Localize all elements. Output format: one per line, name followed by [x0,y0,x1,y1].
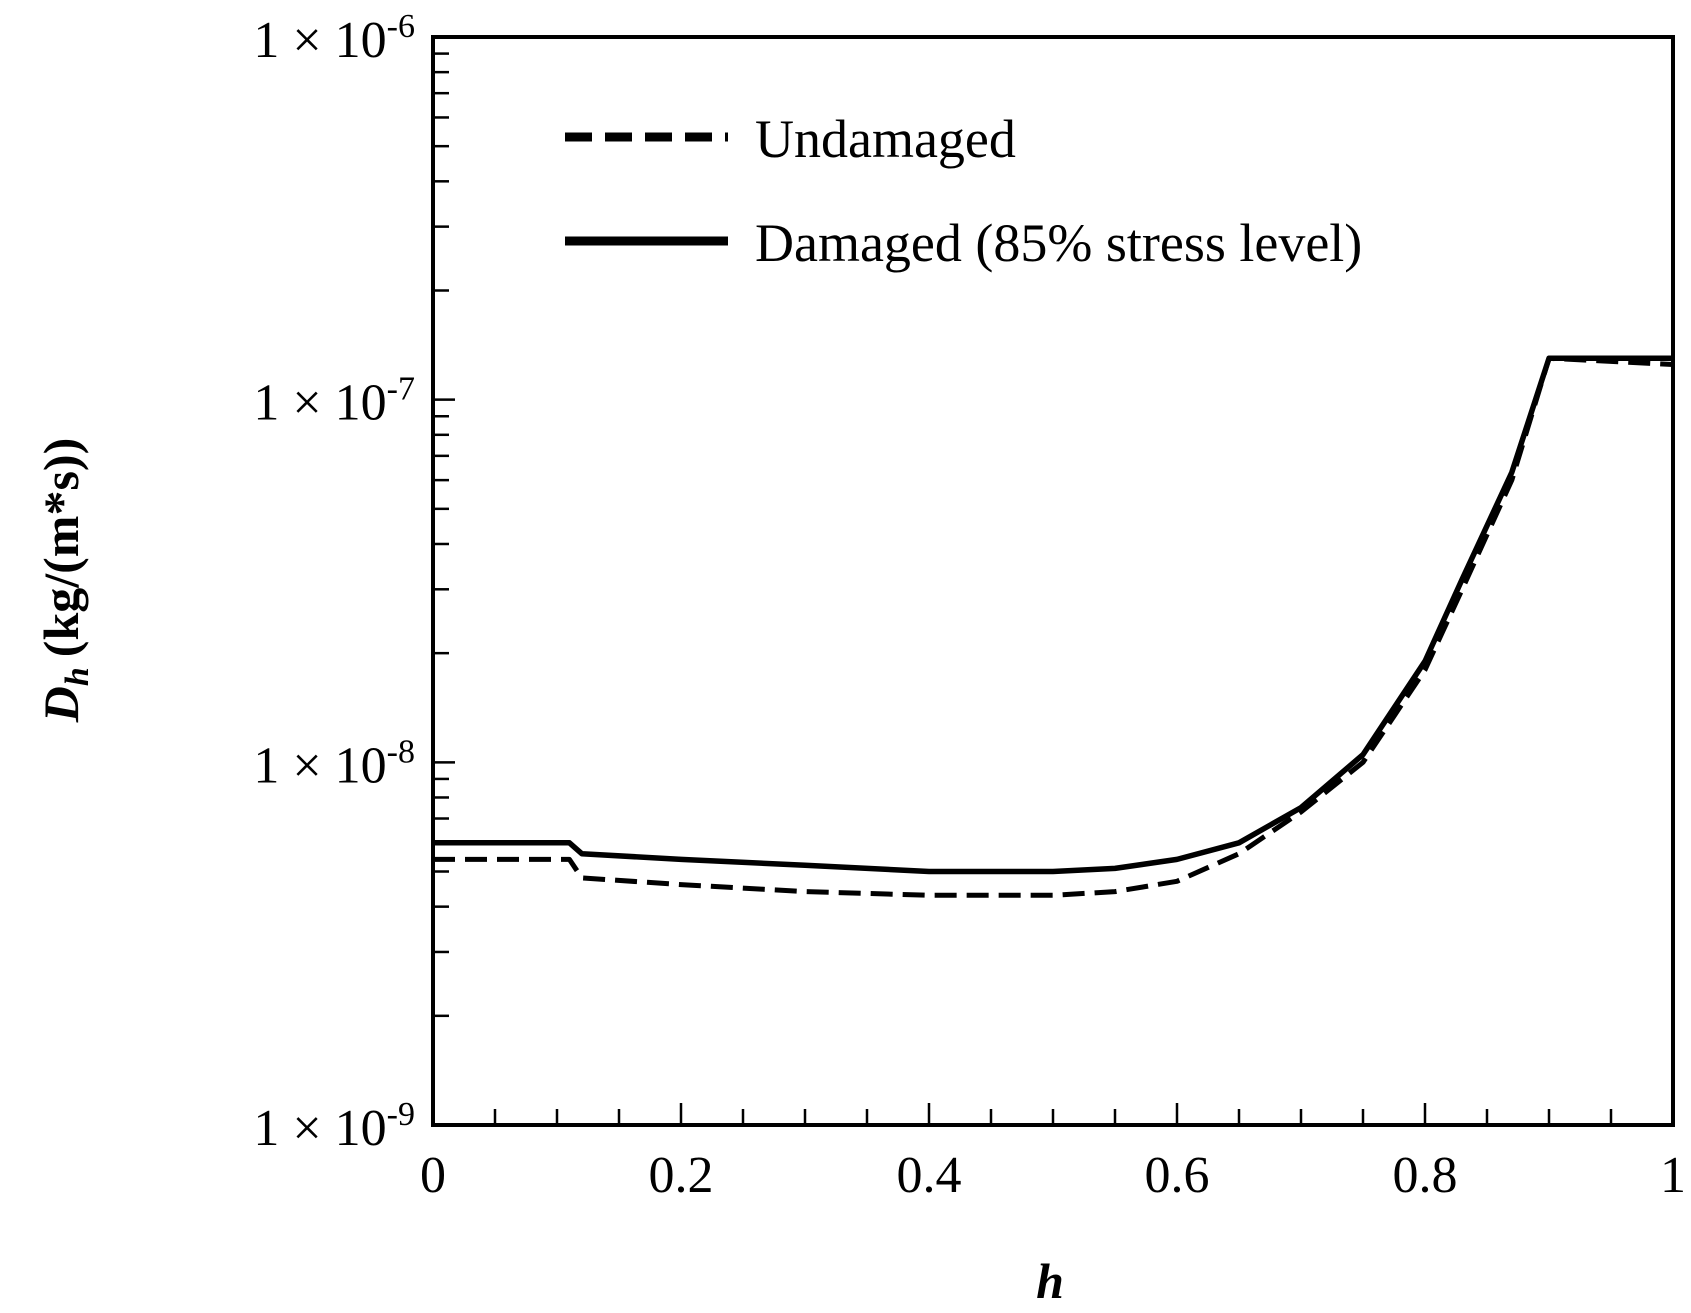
y-axis-units: (kg/(m*s)) [33,438,89,657]
series-layer [433,355,1674,898]
y-axis-symbol: D [33,686,89,723]
x-tick-label: 1 [1660,1147,1686,1204]
y-axis-subscript: h [59,667,96,686]
y-tick-label: 1 × 10-8 [253,733,415,794]
x-tick-label: 0.2 [649,1147,714,1204]
y-tick-label: 1 × 10-6 [253,8,415,69]
y-tick-label: 1 × 10-9 [253,1096,415,1157]
x-tick-label: 0 [420,1147,446,1204]
x-tick-label: 0.4 [897,1147,962,1204]
legend-label-damaged: Damaged (85% stress level) [755,213,1362,273]
x-tick-label: 0.8 [1393,1147,1458,1204]
y-tick-label: 1 × 10-7 [253,371,415,432]
x-tick-label: 0.6 [1145,1147,1210,1204]
legend: Undamaged Damaged (85% stress level) [565,109,1362,273]
series-line-undamaged [433,355,1674,898]
series-line-damaged [433,355,1673,875]
plot-frame [431,35,1675,1127]
legend-label-undamaged: Undamaged [755,109,1016,169]
minor-ticks [431,52,1675,1127]
y-axis-title: Dh (kg/(m*s)) [33,438,96,723]
x-tick-labels: 0 0.2 0.4 0.6 0.8 1 [420,1147,1686,1204]
x-axis-title: h [1036,1253,1064,1309]
y-tick-labels: 1 × 10-9 1 × 10-8 1 × 10-7 1 × 10-6 [253,8,415,1157]
